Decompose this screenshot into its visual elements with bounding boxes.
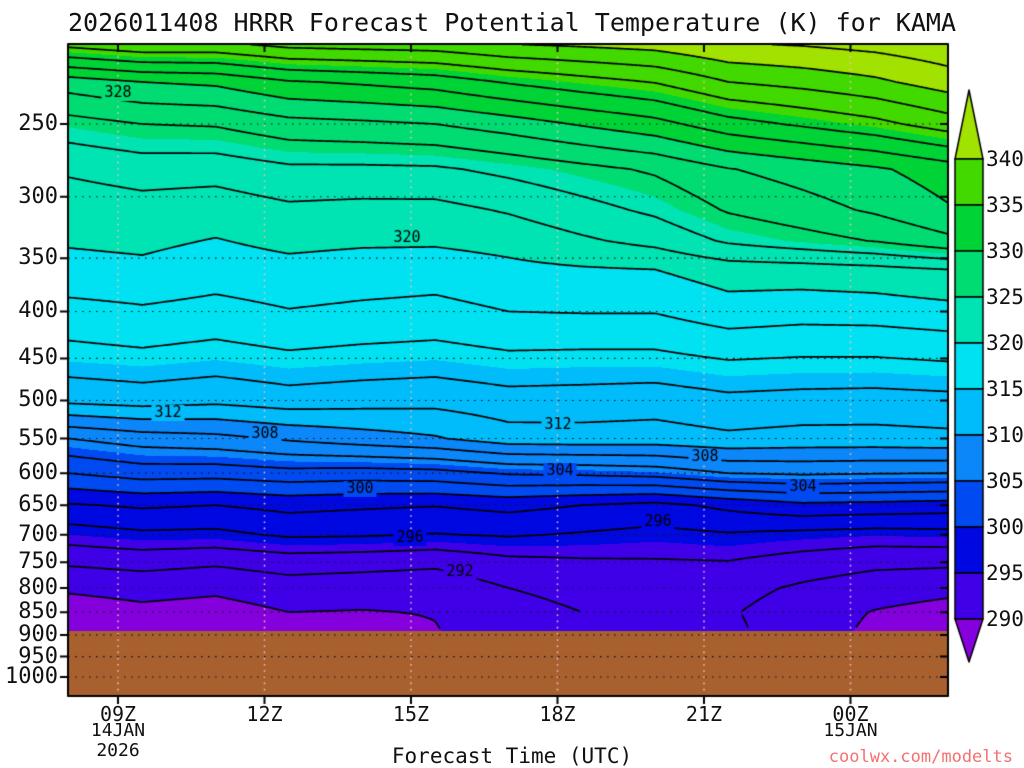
y-tick-label: 350 <box>18 245 58 271</box>
colorbar-tick-label: 295 <box>986 561 1024 585</box>
colorbar-tick-label: 310 <box>986 423 1024 447</box>
colorbar-tick-label: 290 <box>986 607 1024 631</box>
x-tick-label: 12Z <box>246 702 283 726</box>
y-tick-label: 550 <box>18 425 58 451</box>
x-tick-label: 18Z <box>539 702 576 726</box>
x-tick-label: 09Z <box>99 702 137 726</box>
chart-title: 2026011408 HRRR Forecast Potential Tempe… <box>67 8 957 37</box>
colorbar-tick-label: 315 <box>986 377 1024 401</box>
y-tick-label: 700 <box>18 521 58 547</box>
x-tick-label: 21Z <box>685 702 723 726</box>
x-date-15jan: 15JAN <box>823 720 878 741</box>
colorbar-tick-label: 300 <box>986 515 1024 539</box>
y-tick-label: 300 <box>18 183 58 209</box>
x-date-14jan: 14JAN <box>90 720 146 741</box>
y-tick-label: 900 <box>18 621 58 647</box>
y-tick-label: 850 <box>18 599 58 625</box>
y-tick-label: 750 <box>18 549 58 575</box>
watermark-link[interactable]: coolwx.com/modelts <box>828 747 1013 767</box>
y-tick-label: 950 <box>18 643 58 669</box>
y-tick-label: 600 <box>18 460 58 486</box>
x-date-year: 2026 <box>96 740 140 761</box>
y-tick-label: 1000 <box>5 663 58 689</box>
x-tick-label: 15Z <box>392 702 430 726</box>
y-tick-label: 650 <box>18 492 58 518</box>
x-axis-title: Forecast Time (UTC) <box>391 744 633 768</box>
y-tick-label: 800 <box>18 574 58 600</box>
colorbar-tick-label: 325 <box>986 285 1024 309</box>
y-tick-label: 450 <box>18 345 58 371</box>
y-tick-label: 250 <box>18 111 58 136</box>
colorbar-tick-label: 340 <box>986 147 1024 171</box>
colorbar-tick-label: 305 <box>986 469 1024 493</box>
colorbar-tick-label: 330 <box>986 239 1024 263</box>
colorbar-tick-label: 335 <box>986 193 1024 217</box>
y-tick-label: 400 <box>18 298 58 324</box>
x-tick-label: 00Z <box>832 702 869 726</box>
y-tick-label: 500 <box>18 387 58 413</box>
colorbar-tick-label: 320 <box>986 331 1024 355</box>
